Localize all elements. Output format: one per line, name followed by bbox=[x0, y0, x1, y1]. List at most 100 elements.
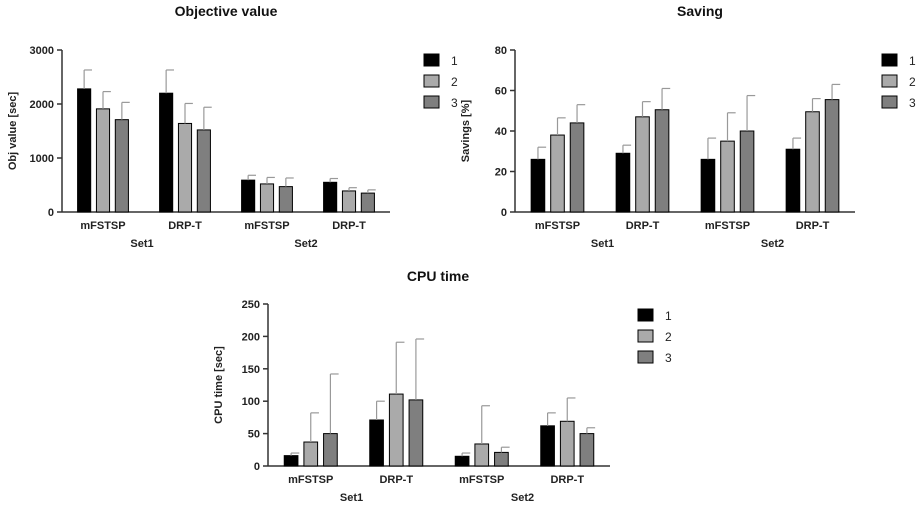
bar-series-2 bbox=[474, 443, 490, 467]
chart-title: Saving bbox=[677, 3, 723, 19]
legend-label: 2 bbox=[451, 75, 458, 89]
bar-series-2 bbox=[177, 122, 193, 213]
legend-swatch-1 bbox=[637, 308, 654, 322]
bar-series-3 bbox=[739, 130, 755, 213]
bar-series-2 bbox=[95, 108, 111, 213]
legend-swatch-2 bbox=[423, 74, 440, 88]
legend-label: 3 bbox=[909, 96, 916, 110]
x-group-label: Set1 bbox=[130, 238, 153, 250]
bar-series-3 bbox=[579, 433, 595, 467]
x-group-label: Set1 bbox=[340, 492, 363, 504]
y-axis-label: Savings [%] bbox=[460, 99, 472, 162]
y-tick-label: 200 bbox=[242, 331, 260, 343]
bar-series-1 bbox=[615, 152, 631, 213]
legend-label: 2 bbox=[909, 75, 916, 89]
x-category-label: DRP-T bbox=[796, 220, 830, 232]
x-category-label: mFSTSP bbox=[244, 220, 289, 232]
x-group-label: Set1 bbox=[591, 238, 614, 250]
y-tick-label: 0 bbox=[254, 461, 260, 473]
x-category-label: DRP-T bbox=[168, 220, 202, 232]
bar-series-3 bbox=[824, 99, 840, 213]
chart-panel: Saving Savings [%] 0 20 40 60 80 mFSTSP DRP-T mFS… bbox=[460, 3, 916, 250]
bar-series-3 bbox=[569, 122, 585, 213]
bar-series-3 bbox=[278, 186, 293, 213]
bar-series-1 bbox=[241, 179, 256, 213]
y-tick-label: 0 bbox=[48, 207, 54, 219]
x-category-label: DRP-T bbox=[550, 474, 584, 486]
legend-label: 1 bbox=[451, 54, 458, 68]
y-tick-label: 1000 bbox=[30, 153, 54, 165]
legend-swatch-3 bbox=[881, 95, 898, 109]
legend-label: 1 bbox=[909, 54, 916, 68]
x-group-label: Set2 bbox=[761, 238, 784, 250]
x-category-label: mFSTSP bbox=[535, 220, 580, 232]
chart-title: CPU time bbox=[407, 268, 469, 284]
y-tick-label: 100 bbox=[242, 396, 260, 408]
legend-swatch-1 bbox=[423, 53, 440, 67]
x-category-label: DRP-T bbox=[626, 220, 660, 232]
x-category-label: mFSTSP bbox=[288, 474, 333, 486]
y-axis-label: CPU time [sec] bbox=[213, 346, 225, 424]
legend-label: 3 bbox=[665, 351, 672, 365]
y-tick-label: 3000 bbox=[30, 45, 54, 57]
bar-series-3 bbox=[408, 399, 424, 467]
legend-swatch-3 bbox=[423, 95, 440, 109]
legend-swatch-2 bbox=[881, 74, 898, 88]
y-tick-label: 20 bbox=[495, 167, 507, 179]
bar-series-1 bbox=[785, 148, 801, 213]
y-tick-label: 40 bbox=[495, 126, 507, 138]
legend-label: 3 bbox=[451, 96, 458, 110]
x-group-label: Set2 bbox=[294, 238, 317, 250]
bar-series-1 bbox=[454, 455, 470, 467]
x-category-label: mFSTSP bbox=[705, 220, 750, 232]
x-category-label: DRP-T bbox=[379, 474, 413, 486]
x-group-label: Set2 bbox=[511, 492, 534, 504]
legend: 1 2 3 bbox=[637, 308, 672, 365]
bar-series-2 bbox=[259, 183, 275, 213]
bar-series-3 bbox=[654, 109, 670, 213]
bar-series-1 bbox=[159, 92, 174, 213]
legend: 1 2 3 bbox=[423, 53, 458, 110]
chart-panel: Objective value Obj value [sec] 0 1000 2000 3… bbox=[7, 3, 458, 250]
bar-series-2 bbox=[388, 393, 404, 467]
bar-series-3 bbox=[494, 451, 509, 467]
chart-title: Objective value bbox=[175, 3, 278, 19]
bar-series-2 bbox=[635, 116, 650, 213]
y-axis-label: Obj value [sec] bbox=[7, 92, 19, 171]
bar-series-1 bbox=[530, 158, 546, 213]
bar-series-3 bbox=[114, 119, 129, 213]
legend-label: 2 bbox=[665, 330, 672, 344]
y-tick-label: 60 bbox=[495, 86, 507, 98]
legend-swatch-1 bbox=[881, 53, 898, 67]
y-tick-label: 250 bbox=[242, 299, 260, 311]
bar-series-1 bbox=[323, 181, 338, 213]
bar-series-2 bbox=[550, 134, 565, 213]
y-tick-label: 2000 bbox=[30, 99, 54, 111]
bar-series-2 bbox=[303, 441, 319, 467]
bar-series-1 bbox=[77, 88, 92, 213]
legend-label: 1 bbox=[665, 309, 672, 323]
bar-series-1 bbox=[700, 158, 716, 213]
bar-series-1 bbox=[369, 419, 384, 467]
bar-series-1 bbox=[283, 455, 299, 467]
bar-series-2 bbox=[720, 140, 735, 213]
x-category-label: mFSTSP bbox=[459, 474, 504, 486]
x-category-label: DRP-T bbox=[332, 220, 366, 232]
bar-series-2 bbox=[341, 190, 357, 213]
bar-series-2 bbox=[805, 111, 820, 213]
y-tick-label: 50 bbox=[248, 429, 260, 441]
legend-swatch-3 bbox=[637, 350, 654, 364]
y-tick-label: 80 bbox=[495, 45, 507, 57]
y-tick-label: 0 bbox=[501, 207, 507, 219]
x-category-label: mFSTSP bbox=[80, 220, 125, 232]
legend: 1 2 3 bbox=[881, 53, 916, 110]
bar-series-3 bbox=[323, 433, 338, 467]
bar-series-3 bbox=[196, 129, 211, 213]
bar-series-2 bbox=[559, 420, 575, 467]
bar-series-3 bbox=[360, 192, 375, 213]
chart-panel: CPU time CPU time [sec] 0 50 100 150 200 250 mFS… bbox=[213, 268, 672, 504]
y-tick-label: 150 bbox=[242, 364, 260, 376]
bar-series-1 bbox=[540, 425, 555, 467]
legend-swatch-2 bbox=[637, 329, 654, 343]
